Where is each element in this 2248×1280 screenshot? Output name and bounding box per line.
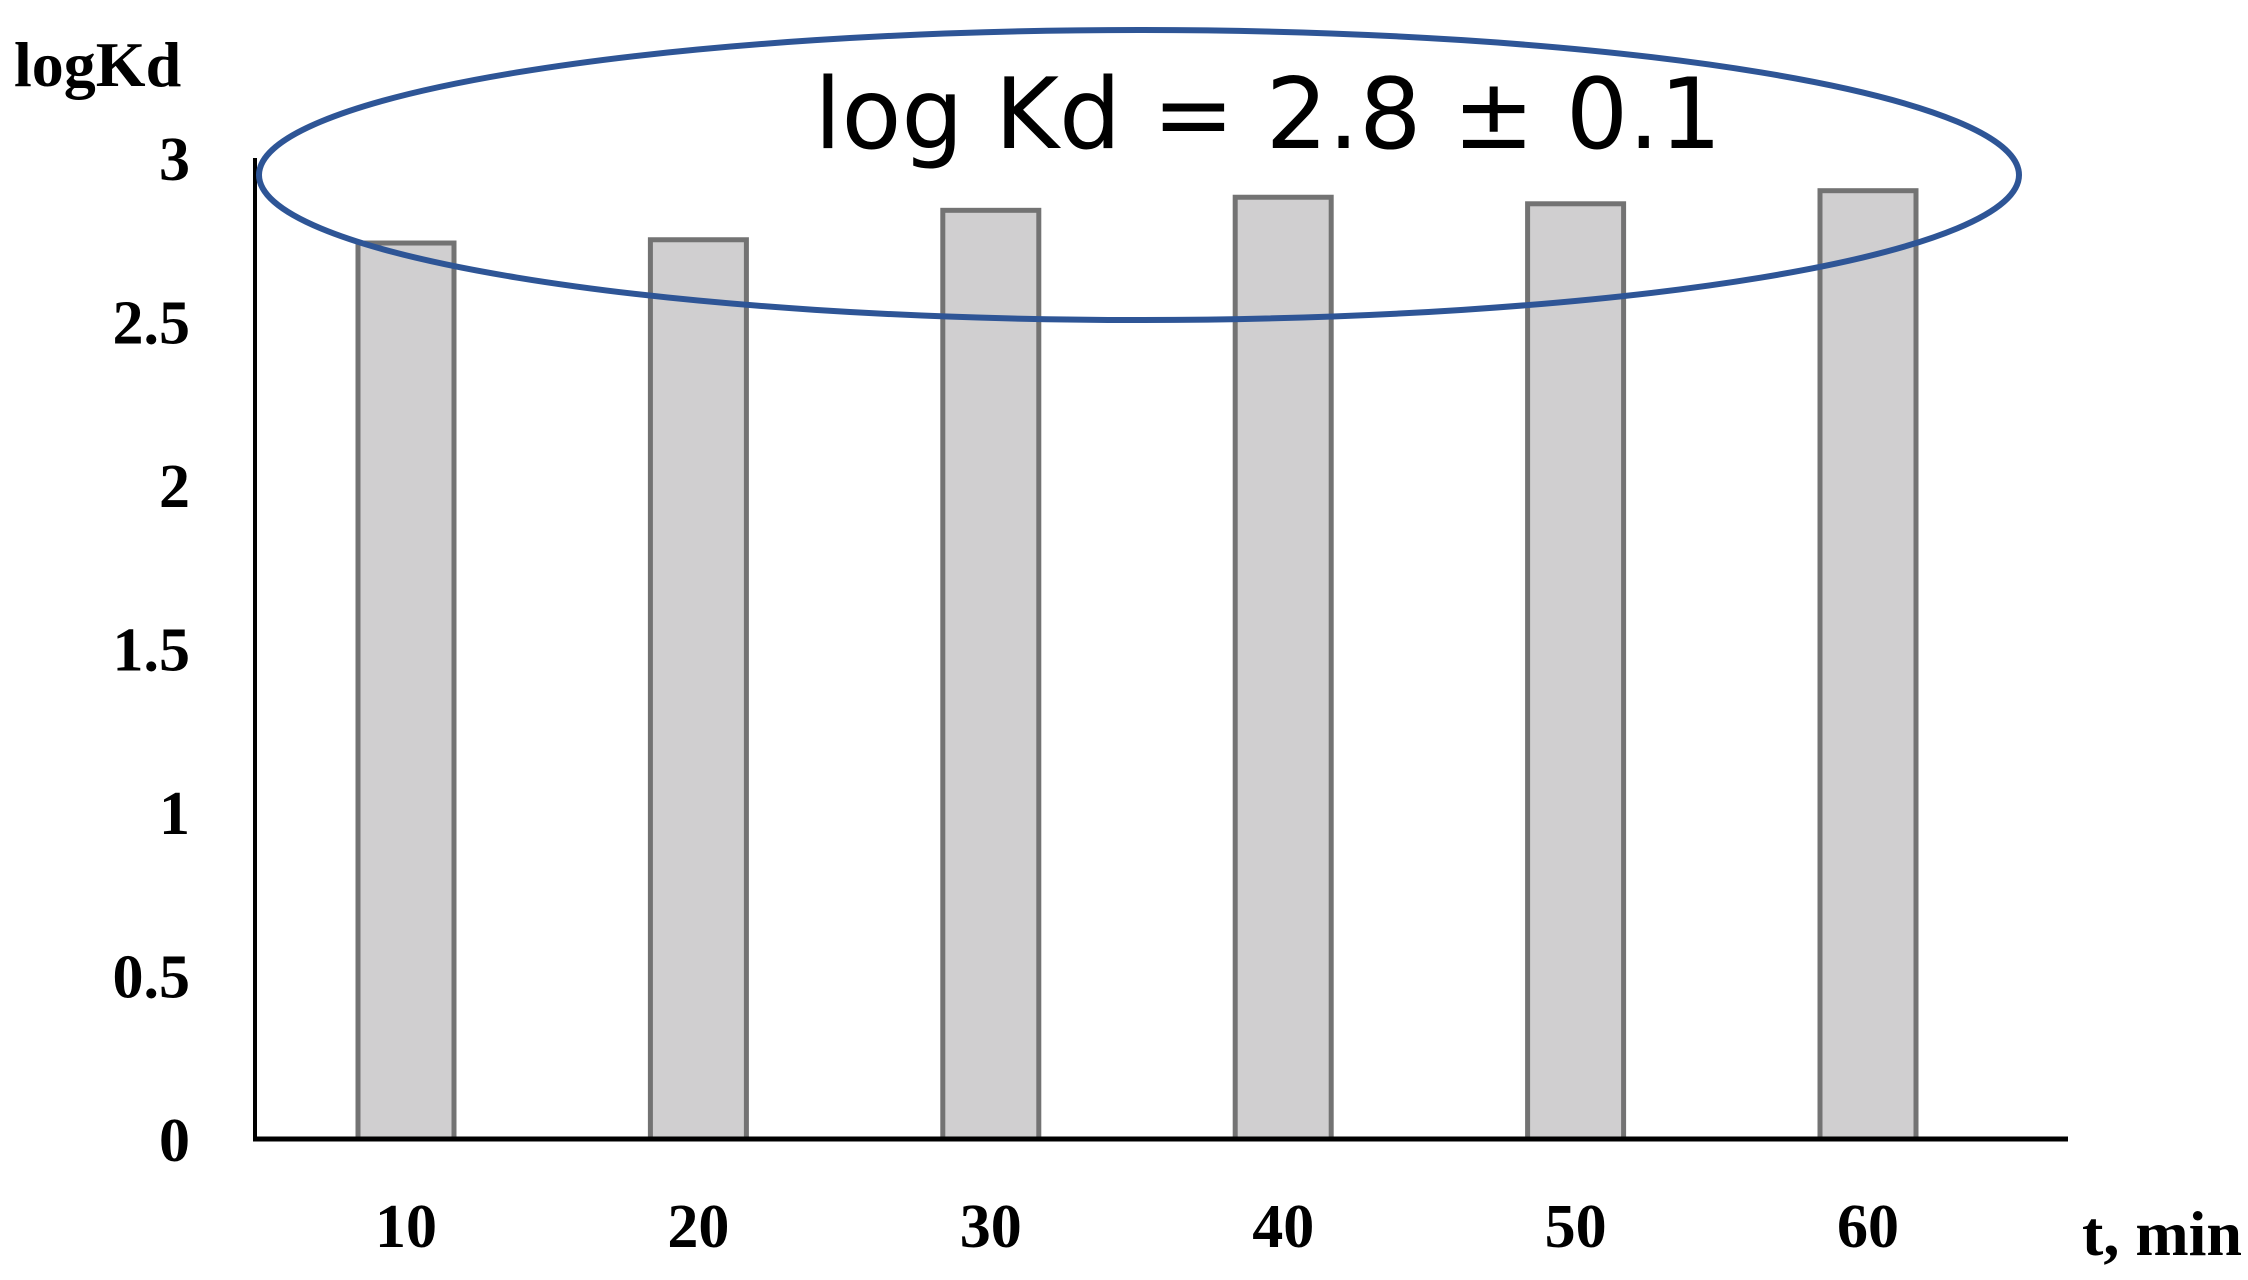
bar-60 <box>1817 188 1919 1142</box>
y-tick-label: 0 <box>159 1107 190 1175</box>
annotation-text: log Kd = 2.8 ± 0.1 <box>814 58 1722 172</box>
y-tick-label: 1.5 <box>113 617 191 685</box>
bar-30 <box>940 207 1042 1142</box>
y-tick-label: 0.5 <box>113 944 191 1012</box>
y-tick-label: 2 <box>159 453 190 521</box>
x-tick-label: 10 <box>375 1193 437 1261</box>
bar-10 <box>355 240 457 1142</box>
y-axis-title: logKd <box>14 29 181 100</box>
x-tick-labels: 10 20 30 40 50 60 <box>375 1193 1899 1261</box>
annotation-ellipse <box>256 27 2022 323</box>
x-tick-label: 50 <box>1545 1193 1607 1261</box>
y-tick-labels: 0 0.5 1 1.5 2 2.5 3 <box>113 126 191 1175</box>
bar-50 <box>1525 201 1627 1142</box>
y-tick-label: 3 <box>159 126 190 194</box>
x-axis-title: t, min <box>2082 1198 2242 1269</box>
bar-40 <box>1232 194 1334 1142</box>
y-tick-label: 1 <box>159 780 190 848</box>
bars-group <box>355 188 1919 1142</box>
bar-20 <box>647 237 749 1142</box>
x-tick-label: 40 <box>1252 1193 1314 1261</box>
x-tick-label: 20 <box>667 1193 729 1261</box>
x-tick-label: 60 <box>1837 1193 1899 1261</box>
y-tick-label: 2.5 <box>113 290 191 358</box>
axes-group <box>253 158 2068 1142</box>
x-tick-label: 30 <box>960 1193 1022 1261</box>
